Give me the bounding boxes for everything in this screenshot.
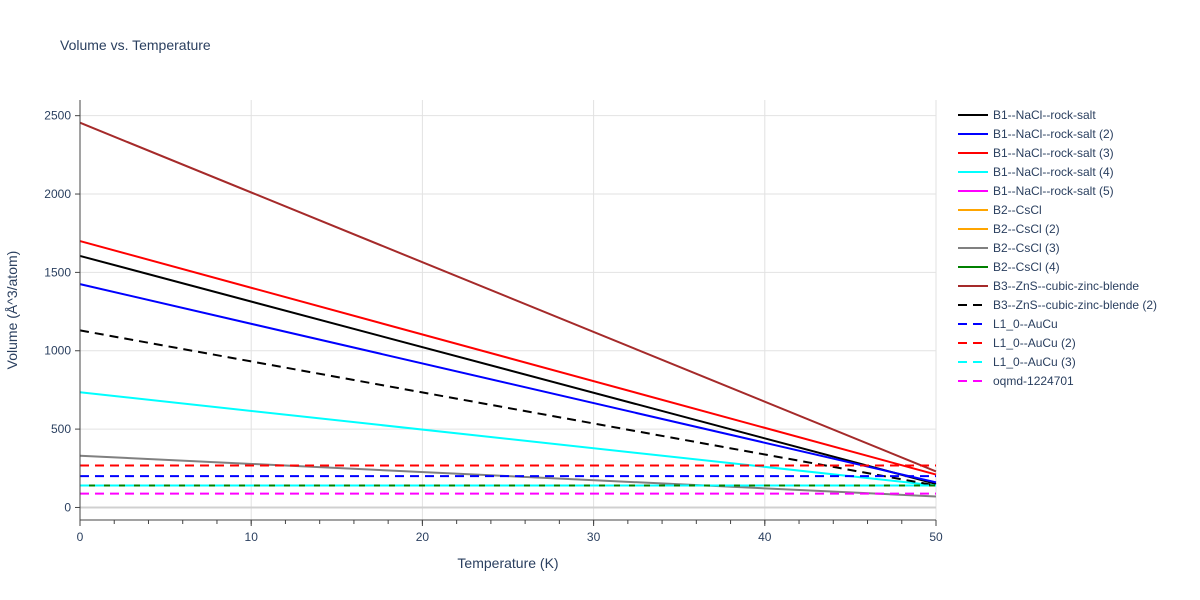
legend-item[interactable]: L1_0--AuCu (2) [958,336,1076,350]
legend-label: B2--CsCl (3) [993,241,1060,255]
legend-label: L1_0--AuCu (3) [993,355,1076,369]
series-line-1[interactable] [79,254,937,485]
series-line-11[interactable] [79,329,937,487]
series-lines [79,121,937,498]
legend-label: B1--NaCl--rock-salt (3) [993,146,1114,160]
legend-item[interactable]: B2--CsCl (2) [958,222,1060,236]
legend-item[interactable]: B1--NaCl--rock-salt (5) [958,184,1114,198]
legend-label: B3--ZnS--cubic-zinc-blende (2) [993,298,1157,312]
x-tick-label: 40 [758,530,772,544]
x-tick-label: 50 [929,530,943,544]
legend-label: B2--CsCl [993,203,1042,217]
legend-label: oqmd-1224701 [993,374,1074,388]
y-tick-label: 2500 [44,109,71,123]
legend-label: L1_0--AuCu [993,317,1058,331]
legend-item[interactable]: B1--NaCl--rock-salt (3) [958,146,1114,160]
legend-item[interactable]: L1_0--AuCu (3) [958,355,1076,369]
legend-label: B3--ZnS--cubic-zinc-blende [993,279,1139,293]
legend[interactable]: B1--NaCl--rock-salt B1--NaCl--rock-salt (… [958,108,1157,388]
y-tick-label: 1000 [44,344,71,358]
legend-label: B1--NaCl--rock-salt (2) [993,127,1114,141]
series-line-10[interactable] [79,121,937,473]
series-line-3[interactable] [79,240,937,476]
legend-label: B2--CsCl (4) [993,260,1060,274]
x-tick-label: 30 [587,530,601,544]
series-line-2[interactable] [79,283,937,484]
y-tick-label: 1500 [44,265,71,279]
y-tick-label: 2000 [44,187,71,201]
x-tick-label: 10 [245,530,259,544]
legend-item[interactable]: B1--NaCl--rock-salt (2) [958,127,1114,141]
legend-label: B1--NaCl--rock-salt (5) [993,184,1114,198]
series-line-4[interactable] [79,391,937,487]
legend-item[interactable]: L1_0--AuCu [958,317,1058,331]
x-tick-label: 20 [416,530,430,544]
x-tick-label: 0 [77,530,84,544]
legend-item[interactable]: B2--CsCl (4) [958,260,1060,274]
legend-label: L1_0--AuCu (2) [993,336,1076,350]
x-axis-title: Temperature (K) [457,555,558,571]
legend-item[interactable]: B2--CsCl (3) [958,241,1060,255]
legend-item[interactable]: B1--NaCl--rock-salt (4) [958,165,1114,179]
legend-label: B1--NaCl--rock-salt [993,108,1096,122]
x-axis-ticks: 0 10 20 30 40 50 [77,519,943,544]
chart-title: Volume vs. Temperature [60,37,211,53]
legend-item[interactable]: B1--NaCl--rock-salt [958,108,1096,122]
y-axis-ticks: 0 500 1000 1500 2000 2500 [44,100,81,520]
y-tick-label: 500 [51,422,71,436]
grid [79,100,937,520]
y-axis-title: Volume (Å^3/atom) [4,251,20,370]
legend-item[interactable]: B3--ZnS--cubic-zinc-blende (2) [958,298,1157,312]
legend-item[interactable]: B2--CsCl [958,203,1042,217]
legend-item[interactable]: B3--ZnS--cubic-zinc-blende [958,279,1139,293]
legend-label: B2--CsCl (2) [993,222,1060,236]
legend-label: B1--NaCl--rock-salt (4) [993,165,1114,179]
y-tick-label: 0 [64,500,71,514]
legend-item[interactable]: oqmd-1224701 [958,374,1074,388]
